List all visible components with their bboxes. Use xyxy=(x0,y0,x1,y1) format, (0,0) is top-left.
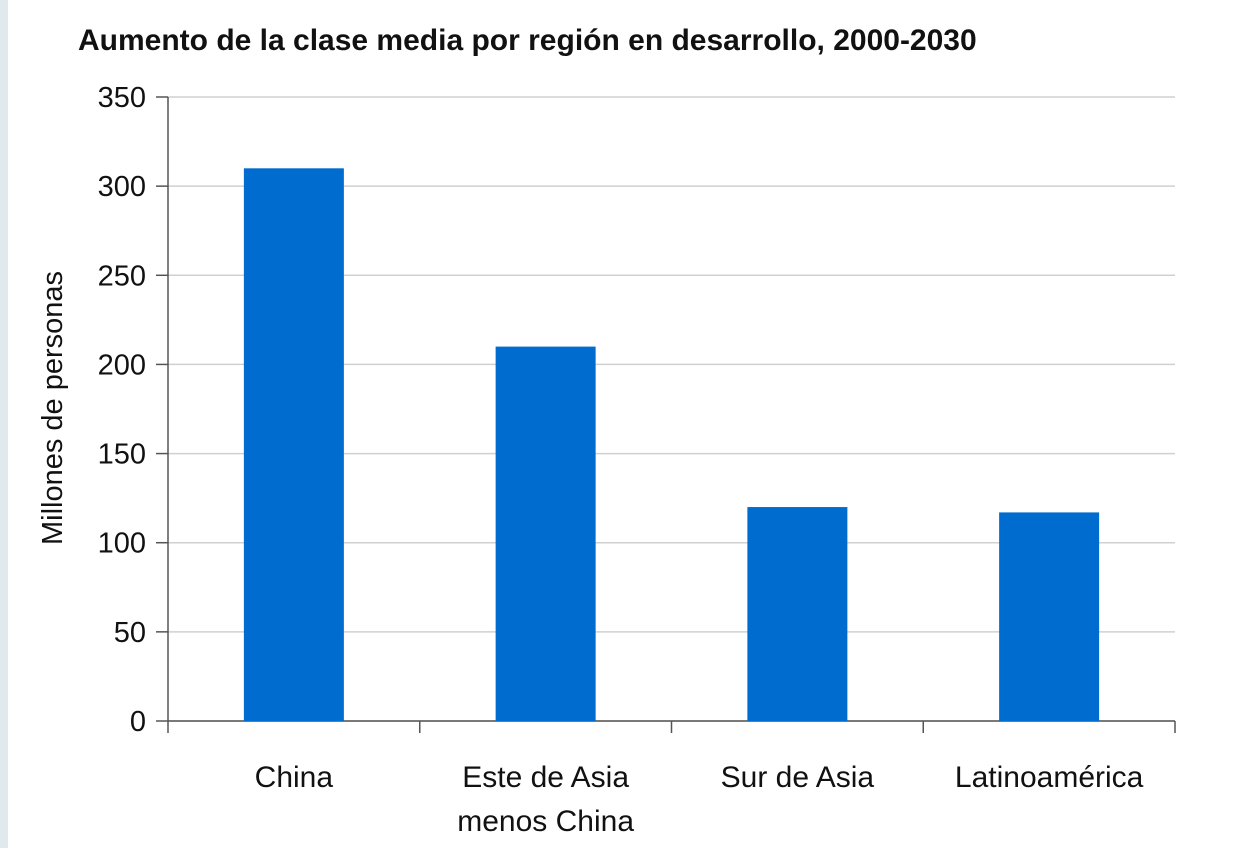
chart-title: Aumento de la clase media por región en … xyxy=(78,24,977,57)
side-strip xyxy=(0,0,8,848)
bar xyxy=(243,168,344,722)
x-tick-label: China xyxy=(254,761,334,794)
y-tick-label: 0 xyxy=(130,706,146,738)
y-tick-label: 50 xyxy=(114,617,146,649)
y-tick-label: 100 xyxy=(98,528,146,560)
y-tick-label: 150 xyxy=(98,439,146,471)
y-tick-label: 200 xyxy=(98,349,146,381)
x-tick-label: Latinoamérica xyxy=(954,761,1144,794)
x-tick-label: Sur de Asia xyxy=(720,761,875,794)
bar xyxy=(495,346,596,721)
y-tick-label: 250 xyxy=(98,260,146,292)
x-tick-label: Este de Asia menos China xyxy=(457,761,634,838)
y-axis-label: Millones de personas xyxy=(37,271,69,545)
bar xyxy=(747,507,848,721)
bar xyxy=(999,512,1100,721)
y-tick-label: 350 xyxy=(98,82,146,114)
y-tick-label: 300 xyxy=(98,171,146,203)
